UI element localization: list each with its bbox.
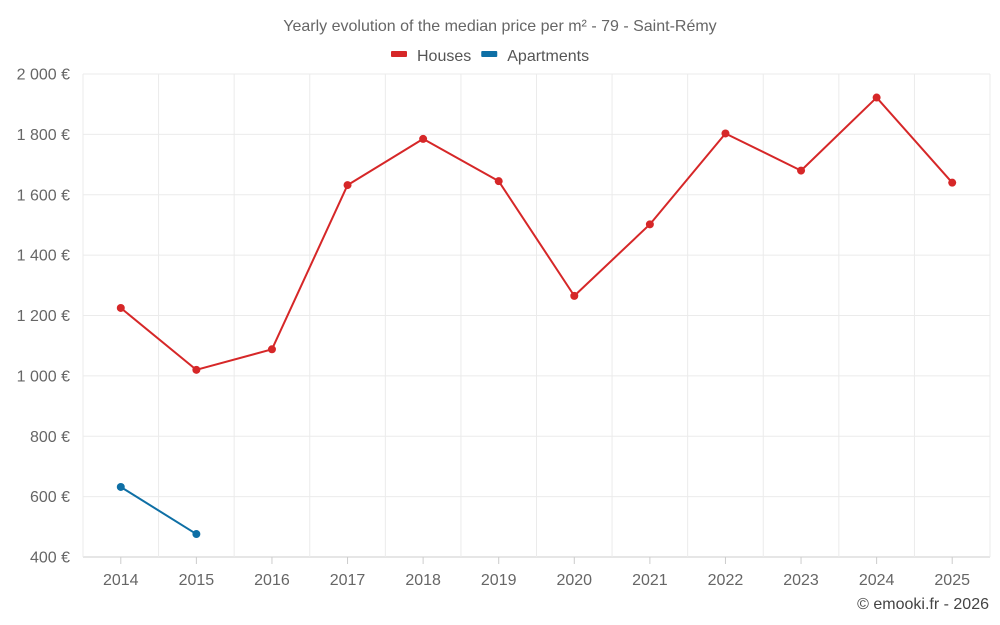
legend: Houses Apartments [391, 48, 589, 65]
y-tick-label: 1 200 € [17, 308, 70, 325]
y-axis: 400 € 600 € 800 € 1 000 € 1 200 € 1 400 € 1 60… [17, 67, 70, 567]
data-point-apartments-2014[interactable] [116, 482, 125, 491]
series-houses [116, 93, 957, 374]
y-tick-label: 400 € [30, 550, 70, 567]
y-tick-label: 800 € [30, 429, 70, 446]
legend-label-apartments: Apartments [507, 48, 589, 65]
y-tick-label: 600 € [30, 489, 70, 506]
series-line-houses [120, 96, 953, 371]
x-tick-label: 2021 [632, 572, 668, 589]
data-point-houses-2025[interactable] [948, 178, 957, 187]
data-point-houses-2022[interactable] [721, 129, 730, 138]
grid [82, 73, 991, 558]
data-point-houses-2021[interactable] [645, 220, 654, 229]
series-line-apartments [120, 486, 197, 535]
data-point-houses-2020[interactable] [570, 291, 579, 300]
chart-title: Yearly evolution of the median price per… [283, 18, 716, 35]
data-point-houses-2017[interactable] [343, 181, 352, 190]
x-tick-label: 2025 [934, 572, 970, 589]
x-tick-label: 2024 [859, 572, 895, 589]
x-tick-label: 2022 [708, 572, 744, 589]
data-point-apartments-2015[interactable] [192, 530, 201, 539]
data-point-houses-2018[interactable] [419, 134, 428, 143]
x-tick-label: 2016 [254, 572, 290, 589]
y-tick-label: 1 400 € [17, 248, 70, 265]
legend-item-houses[interactable]: Houses [391, 48, 471, 65]
y-tick-label: 1 800 € [17, 127, 70, 144]
data-point-houses-2016[interactable] [267, 345, 276, 354]
x-tick-label: 2019 [481, 572, 517, 589]
x-axis: 2014 2015 2016 2017 2018 2019 2020 2021 2022 2023… [103, 557, 970, 589]
data-point-houses-2024[interactable] [872, 93, 881, 102]
y-tick-label: 1 000 € [17, 368, 70, 385]
x-tick-label: 2018 [405, 572, 441, 589]
credit-text: © emooki.fr - 2026 [857, 596, 989, 613]
series-group [116, 93, 957, 539]
data-point-houses-2014[interactable] [116, 303, 125, 312]
y-tick-label: 2 000 € [17, 67, 70, 84]
x-tick-label: 2023 [783, 572, 819, 589]
data-point-houses-2023[interactable] [797, 166, 806, 175]
x-tick-label: 2015 [179, 572, 215, 589]
x-tick-label: 2020 [556, 572, 592, 589]
x-tick-label: 2017 [330, 572, 366, 589]
legend-swatch-houses [391, 51, 407, 57]
y-tick-label: 1 600 € [17, 187, 70, 204]
data-point-houses-2015[interactable] [192, 365, 201, 374]
series-apartments [116, 482, 201, 539]
legend-swatch-apartments [481, 51, 498, 57]
legend-item-apartments[interactable]: Apartments [481, 48, 589, 65]
x-tick-label: 2014 [103, 572, 139, 589]
data-point-houses-2019[interactable] [494, 177, 503, 186]
legend-label-houses: Houses [417, 48, 471, 65]
